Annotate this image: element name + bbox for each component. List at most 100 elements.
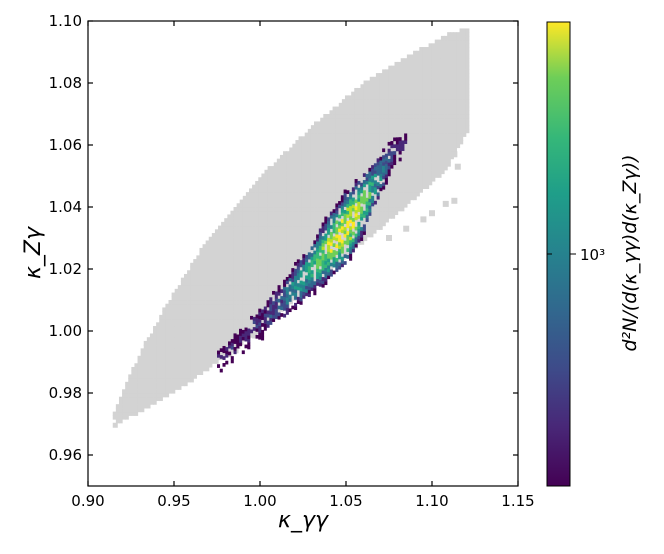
region-cell: [264, 225, 269, 230]
region-cell: [428, 84, 433, 89]
region-cell: [137, 393, 142, 398]
region-cell: [174, 326, 179, 331]
region-cell: [156, 352, 160, 357]
region-cell: [400, 121, 405, 126]
density-cell: [340, 243, 344, 247]
region-cell: [153, 355, 157, 361]
region-cell: [255, 300, 259, 305]
region-cell: [366, 158, 371, 163]
region-cell: [221, 229, 225, 234]
density-cell: [244, 344, 248, 349]
region-cell: [385, 195, 389, 201]
region-cell: [177, 296, 182, 301]
region-cell: [453, 99, 458, 104]
region-cell: [177, 300, 182, 305]
region-cell: [437, 80, 442, 85]
region-cell: [437, 91, 442, 96]
density-cell: [343, 227, 347, 231]
region-cell: [187, 270, 191, 275]
region-cell: [168, 385, 173, 390]
region-cell: [440, 121, 445, 126]
region-cell: [149, 363, 154, 368]
region-cell: [264, 303, 269, 309]
region-cell: [227, 281, 232, 286]
region-cell: [279, 270, 284, 275]
region-cell: [227, 214, 232, 219]
region-cell: [329, 169, 334, 175]
region-cell: [193, 288, 197, 294]
region-cell: [218, 318, 222, 323]
region-cell: [447, 132, 451, 137]
region-cell: [264, 199, 269, 204]
region-cell: [425, 114, 430, 119]
region-cell: [310, 199, 315, 204]
density-cell: [393, 157, 397, 162]
region-cell: [453, 147, 458, 152]
region-cell: [273, 199, 278, 204]
region-cell: [431, 43, 436, 48]
density-cell: [316, 261, 320, 266]
region-cell: [403, 166, 408, 171]
region-cell: [357, 125, 362, 130]
region-cell: [211, 266, 216, 271]
density-cell: [351, 200, 355, 205]
region-cell: [459, 102, 464, 108]
region-cell: [369, 143, 374, 149]
region-cell: [230, 296, 235, 301]
region-cell: [403, 151, 408, 156]
region-cell: [403, 162, 408, 167]
region-cell: [301, 158, 306, 163]
region-cell: [218, 311, 222, 316]
density-cell: [277, 291, 281, 296]
region-cell: [382, 192, 386, 197]
region-cell: [317, 140, 321, 145]
region-cell: [261, 229, 266, 234]
region-cell: [465, 58, 470, 63]
region-cell: [462, 39, 467, 44]
density-cell: [230, 359, 234, 364]
region-cell: [388, 125, 393, 130]
region-cell: [221, 333, 225, 338]
region-cell: [236, 326, 241, 331]
region-cell: [419, 73, 423, 78]
region-cell: [248, 281, 253, 286]
region-cell: [168, 381, 173, 387]
region-cell: [233, 270, 238, 275]
region-cell: [379, 117, 383, 123]
region-cell: [267, 169, 272, 175]
region-cell: [261, 277, 266, 282]
region-cell: [447, 114, 451, 119]
density-cell: [318, 272, 322, 277]
region-cell: [304, 233, 309, 238]
density-cell: [225, 350, 229, 355]
region-cell: [193, 326, 197, 331]
region-cell: [239, 303, 244, 309]
region-cell: [301, 229, 306, 234]
region-cell: [314, 229, 318, 234]
region-cell: [128, 378, 132, 383]
region-cell: [382, 69, 386, 74]
density-cell: [404, 140, 408, 144]
region-cell: [428, 136, 433, 141]
region-cell: [431, 61, 436, 67]
region-cell: [363, 207, 368, 212]
region-cell: [255, 195, 259, 201]
region-cell: [224, 337, 228, 342]
density-cell: [327, 241, 331, 246]
region-cell: [196, 348, 201, 353]
region-cell: [211, 236, 216, 242]
region-cell: [165, 378, 170, 383]
region-cell: [248, 285, 253, 290]
region-cell: [211, 244, 216, 249]
region-cell: [369, 87, 374, 93]
region-cell: [307, 244, 312, 249]
region-cell: [360, 240, 365, 245]
region-cell: [208, 244, 213, 249]
region-cell: [406, 143, 411, 149]
density-cell: [373, 190, 377, 195]
region-cell: [248, 221, 253, 227]
region-cell: [413, 110, 417, 115]
region-cell: [344, 110, 349, 115]
region-cell: [465, 43, 470, 48]
density-cell: [321, 246, 325, 251]
